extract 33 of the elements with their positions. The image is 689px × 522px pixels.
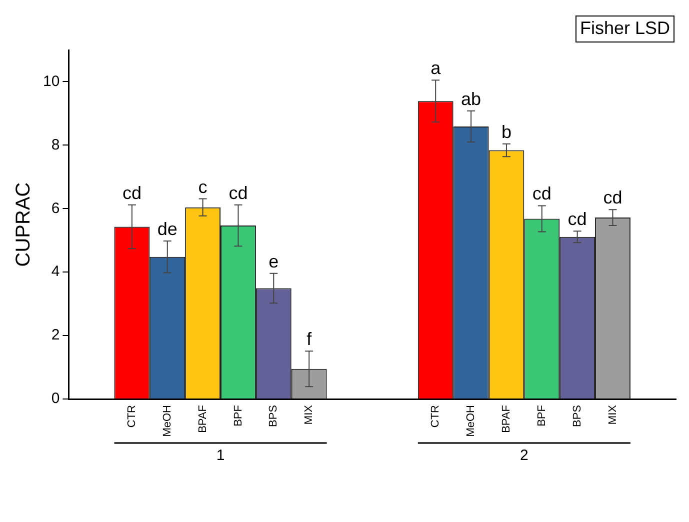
y-axis-title: CUPRAC bbox=[12, 182, 35, 267]
x-tick-label: 1 bbox=[216, 447, 225, 464]
text: BPF bbox=[232, 404, 244, 426]
data-label: cd bbox=[532, 184, 552, 204]
y-tick-label: 2 bbox=[51, 326, 60, 344]
text: BPS bbox=[268, 405, 280, 428]
text: BPF bbox=[536, 405, 548, 426]
text: BPAF bbox=[500, 405, 512, 433]
data-label: c bbox=[198, 176, 208, 197]
y-tick-label: 8 bbox=[51, 136, 60, 154]
data-label: cd bbox=[568, 209, 587, 230]
data-label: a bbox=[430, 58, 442, 78]
data-label: b bbox=[501, 122, 512, 142]
text: MIX bbox=[303, 404, 316, 425]
data-label: cd bbox=[228, 182, 248, 203]
data-label: cd bbox=[122, 182, 142, 203]
text: BPS bbox=[571, 405, 584, 428]
text: Fisher LSD bbox=[580, 18, 670, 38]
text: BPAF bbox=[196, 404, 209, 433]
data-label: f bbox=[306, 329, 313, 350]
text: CTR bbox=[430, 405, 442, 428]
data-label: e bbox=[268, 251, 279, 272]
data-label: cd bbox=[603, 188, 622, 208]
data-label: ab bbox=[461, 88, 482, 109]
y-tick-label: 6 bbox=[51, 200, 60, 217]
text: CTR bbox=[126, 404, 138, 428]
y-tick-label: 4 bbox=[51, 263, 60, 280]
text: MeOH bbox=[161, 404, 174, 437]
y-tick-label: 0 bbox=[51, 390, 60, 408]
data-label: de bbox=[157, 218, 178, 239]
text: MeOH bbox=[465, 405, 478, 437]
text: MIX bbox=[606, 405, 619, 425]
y-tick-label: 10 bbox=[42, 72, 60, 90]
